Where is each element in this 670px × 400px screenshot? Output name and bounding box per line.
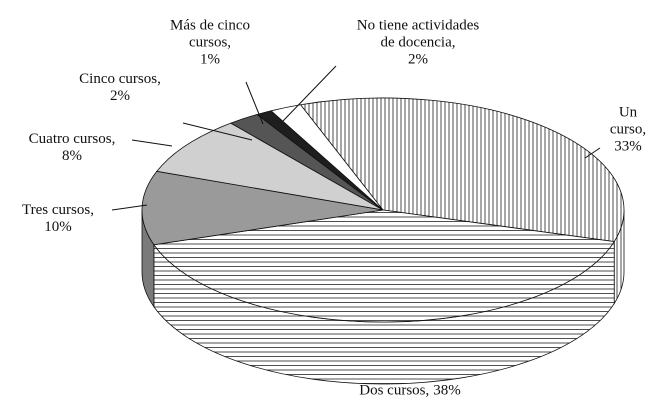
value-label: 10% — [44, 219, 72, 235]
slice-label: Tres cursos, 10% — [22, 202, 94, 236]
slice-label: Cinco cursos, 2% — [79, 71, 161, 105]
pie-slice — [299, 97, 625, 243]
leader-line — [282, 65, 337, 122]
category-label: Tres cursos, — [22, 202, 94, 218]
value-label: 38% — [433, 382, 461, 399]
category-label: Cuatro cursos, — [28, 131, 116, 147]
value-label: 2% — [408, 51, 428, 68]
leader-line — [245, 81, 264, 125]
leader-line — [182, 122, 253, 141]
leader-line — [111, 204, 148, 211]
pie-slice — [153, 209, 615, 323]
leader-line — [131, 139, 173, 147]
slice-label: Un curso, 33% — [607, 105, 649, 156]
slice-label: Más de cinco cursos, 1% — [170, 18, 250, 69]
category-label: Más de cinco cursos, — [170, 17, 250, 51]
category-label: Dos cursos, — [359, 382, 430, 399]
slice-label: Dos cursos, 38% — [359, 383, 461, 400]
slice-label: No tiene actividades de docencia, 2% — [357, 18, 479, 69]
category-label: Cinco cursos, — [79, 71, 161, 87]
pie-slice — [270, 104, 384, 211]
value-label: 1% — [199, 51, 220, 68]
slice-label: Cuatro cursos, 8% — [29, 131, 116, 165]
category-label: Un curso, — [609, 104, 647, 138]
leader-line — [584, 147, 601, 159]
pie-slice — [141, 170, 384, 246]
category-label: No tiene actividades de docencia, — [356, 17, 480, 51]
value-label: 33% — [614, 138, 642, 155]
pie-slice — [156, 122, 384, 211]
value-label: 8% — [62, 148, 82, 164]
value-label: 2% — [109, 88, 130, 104]
